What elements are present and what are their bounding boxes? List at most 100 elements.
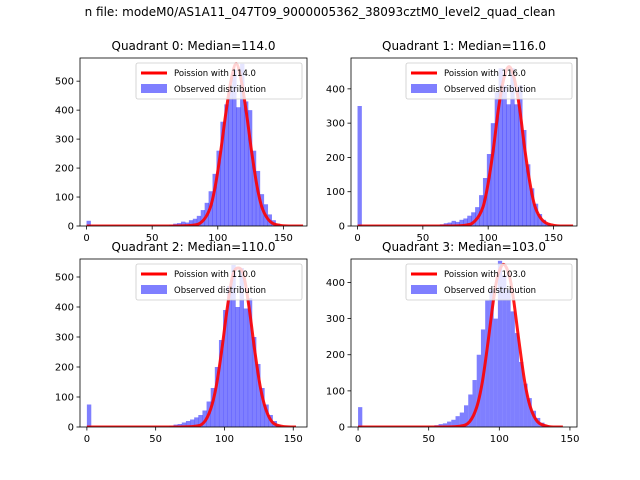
x-tick-label: 100 bbox=[215, 434, 234, 445]
plot-area bbox=[86, 265, 296, 427]
hist-bar bbox=[185, 421, 191, 427]
hist-bar bbox=[494, 92, 500, 226]
x-tick-label: 150 bbox=[544, 233, 563, 244]
legend-label: Observed distribution bbox=[174, 286, 266, 296]
hist-bar bbox=[510, 311, 515, 427]
hist-bar bbox=[255, 170, 261, 226]
hist-bar bbox=[537, 214, 543, 226]
legend-box bbox=[405, 263, 573, 301]
legend-hist-swatch bbox=[411, 285, 437, 294]
legend-label: Poission with 110.0 bbox=[174, 270, 256, 280]
legend: Poission with 114.0 Observed distribution bbox=[135, 62, 303, 100]
hist-bar bbox=[493, 318, 498, 427]
hist-bar bbox=[239, 268, 244, 427]
hist-bar bbox=[486, 154, 492, 226]
hist-bar bbox=[498, 68, 503, 226]
panel-title: Quadrant 3: Median=103.0 bbox=[382, 240, 546, 254]
figure-suptitle: n file: modeM0/AS1A11_047T09_9000005362_… bbox=[85, 5, 556, 19]
hist-bar bbox=[181, 221, 186, 226]
hist-bar bbox=[451, 419, 456, 427]
hist-bar bbox=[235, 307, 240, 427]
x-tick-label: 50 bbox=[149, 434, 162, 445]
hist-bar bbox=[447, 421, 452, 427]
y-tick-label: 100 bbox=[55, 193, 74, 204]
hist-bar bbox=[244, 101, 249, 226]
legend-box bbox=[405, 62, 573, 100]
hist-bar bbox=[200, 210, 206, 226]
panel-title: Quadrant 1: Median=116.0 bbox=[382, 39, 546, 53]
y-tick-label: 300 bbox=[55, 135, 74, 146]
hist-bar bbox=[468, 394, 473, 427]
hist-bar bbox=[220, 121, 225, 226]
hist-bar bbox=[236, 107, 241, 226]
hist-bar bbox=[210, 388, 216, 427]
panel-title: Quadrant 0: Median=114.0 bbox=[112, 39, 276, 53]
hist-bar bbox=[196, 215, 202, 226]
y-tick-label: 0 bbox=[68, 222, 74, 233]
hist-bar bbox=[212, 173, 217, 226]
hist-bar bbox=[514, 104, 519, 226]
y-tick-label: 300 bbox=[55, 333, 74, 344]
y-tick-label: 100 bbox=[55, 393, 74, 404]
y-tick-label: 0 bbox=[68, 423, 74, 434]
y-tick-label: 0 bbox=[339, 222, 345, 233]
hist-bar bbox=[86, 404, 92, 427]
x-tick-label: 0 bbox=[84, 434, 90, 445]
hist-bar bbox=[459, 219, 464, 226]
hist-bar bbox=[190, 419, 195, 427]
chart-panel-3: 0 50 100 150 0 100 200 300 400 Poission with 103.… bbox=[326, 240, 580, 445]
legend-label: Poission with 114.0 bbox=[174, 69, 256, 79]
hist-bar bbox=[467, 215, 472, 226]
x-tick-label: 50 bbox=[422, 434, 435, 445]
hist-bar bbox=[194, 417, 199, 427]
hist-bar bbox=[227, 286, 232, 427]
hist-bar bbox=[519, 361, 524, 427]
y-tick-label: 200 bbox=[326, 153, 345, 164]
hist-bar bbox=[264, 404, 269, 427]
y-tick-label: 200 bbox=[55, 164, 74, 175]
legend-hist-swatch bbox=[411, 84, 437, 93]
hist-bar bbox=[489, 289, 494, 427]
hist-bar bbox=[455, 416, 460, 427]
hist-bar bbox=[502, 275, 507, 427]
legend-label: Poission with 116.0 bbox=[444, 69, 526, 79]
hist-bar bbox=[181, 422, 187, 427]
hist-bar bbox=[198, 415, 203, 427]
legend-label: Poission with 103.0 bbox=[444, 270, 526, 280]
hist-bar bbox=[86, 220, 91, 226]
x-tick-label: 150 bbox=[274, 233, 293, 244]
hist-bar bbox=[514, 333, 520, 427]
y-tick-label: 400 bbox=[326, 278, 345, 289]
hist-bar bbox=[464, 405, 469, 427]
x-tick-label: 50 bbox=[416, 233, 429, 244]
legend: Poission with 116.0 Observed distribution bbox=[405, 62, 573, 100]
hist-bar bbox=[358, 407, 363, 427]
hist-bar bbox=[472, 380, 477, 427]
hist-bar bbox=[529, 188, 535, 226]
hist-bar bbox=[232, 69, 237, 226]
x-tick-label: 150 bbox=[560, 434, 579, 445]
hist-bar bbox=[442, 423, 448, 427]
axes-frame bbox=[79, 258, 308, 428]
hist-bar bbox=[214, 367, 220, 427]
hist-bar bbox=[224, 104, 229, 226]
y-tick-label: 500 bbox=[55, 273, 74, 284]
hist-bar bbox=[243, 308, 249, 427]
hist-bar bbox=[527, 398, 532, 427]
x-tick-label: 100 bbox=[490, 434, 509, 445]
x-tick-label: 100 bbox=[208, 233, 227, 244]
chart-panel-0: 0 50 100 150 0 100 200 300 400 500 Poission with 1… bbox=[55, 39, 308, 244]
chart-panel-1: 0 50 100 150 0 100 200 300 400 Poission with 116.… bbox=[326, 39, 578, 244]
hist-bar bbox=[485, 300, 490, 427]
x-tick-label: 100 bbox=[479, 233, 498, 244]
hist-bar bbox=[522, 130, 527, 226]
hist-bar bbox=[228, 89, 233, 226]
legend-box bbox=[135, 263, 303, 301]
hist-bar bbox=[533, 203, 539, 226]
hist-bar bbox=[463, 218, 468, 226]
hist-bar bbox=[260, 388, 265, 427]
hist-bar bbox=[202, 410, 207, 427]
hist-bar bbox=[518, 85, 523, 226]
hist-bar bbox=[240, 63, 245, 226]
hist-bar bbox=[506, 289, 511, 427]
